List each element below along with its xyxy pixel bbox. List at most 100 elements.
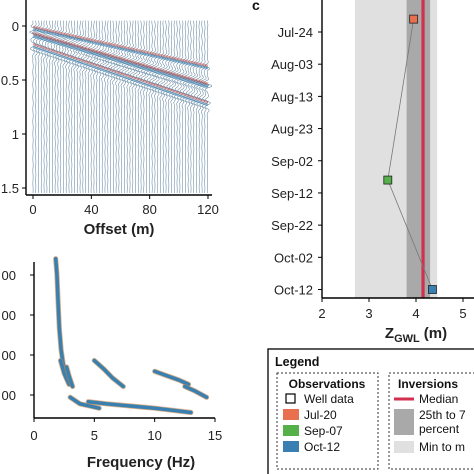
well-point: [428, 285, 437, 294]
legend-inversions-title: Inversions: [398, 377, 458, 391]
gwl-x-ticks: 2 3 4 5: [318, 298, 467, 321]
seismic-trace: [104, 20, 113, 193]
dispersion-y-tick-label: 00: [2, 308, 16, 323]
dispersion-curve: [58, 358, 71, 386]
seismic-trace: [201, 20, 210, 193]
seismic-x-ticks: 0 40 80 120: [29, 195, 219, 217]
seismic-trace: [29, 20, 37, 193]
panel-dispersion: 0 5 10 15 00 00 00 00 Frequency (Hz): [2, 256, 222, 471]
dispersion-y-tick-label: 00: [2, 348, 16, 363]
inversion-bands: [354, 0, 438, 298]
legend-label: Jul-20: [304, 408, 337, 422]
seismic-trace: [54, 20, 63, 193]
seismic-trace: [99, 20, 107, 193]
dispersion-x-tick-label: 15: [208, 428, 222, 443]
seismic-x-tick-label: 0: [29, 202, 36, 217]
legend-frame: [267, 348, 474, 474]
legend-label: Min to m: [419, 440, 465, 454]
dispersion-curve: [86, 400, 193, 415]
legend-observations-box: [276, 372, 379, 470]
dispersion-x-tick-label: 10: [147, 428, 161, 443]
seismic-y-tick-label: 1: [12, 127, 19, 142]
seismic-trace: [195, 20, 204, 193]
legend-label-line2: percent: [419, 422, 460, 436]
legend-swatch: [394, 409, 414, 435]
gwl-y-tick-label: Aug-13: [271, 89, 313, 104]
gwl-y-tick-label: Aug-23: [271, 122, 313, 137]
seismic-trace: [173, 20, 182, 193]
gwl-y-tick-label: Sep-12: [271, 186, 313, 201]
well-point: [409, 14, 419, 24]
legend-swatch: [283, 441, 299, 452]
dispersion-curve: [64, 365, 75, 389]
seismic-trace: [96, 20, 104, 193]
seismic-trace: [140, 20, 149, 193]
panel-label: c: [252, 0, 260, 13]
legend-swatch: [394, 441, 414, 453]
seismic-event-surface-wave-2: [32, 45, 209, 107]
gwl-y-tick-label: Aug-03: [271, 57, 313, 72]
gwl-x-tick-label: 2: [318, 306, 325, 321]
seismic-x-tick-label: 40: [84, 202, 98, 217]
seismic-trace: [154, 20, 163, 193]
seismic-trace: [157, 20, 165, 193]
gwl-y-tick-label: Oct-12: [274, 283, 313, 298]
seismic-trace: [162, 20, 171, 193]
p25-p75-band: [406, 0, 431, 298]
seismic-trace: [31, 20, 41, 193]
seismic-event-surface-wave-2: [32, 43, 209, 104]
dispersion-y-tick-label: 00: [2, 268, 16, 283]
seismic-trace: [51, 20, 60, 193]
legend-observations-title: Observations: [289, 377, 366, 391]
gwl-y-tick-label: Jul-24: [278, 25, 313, 40]
dispersion-x-tick-label: 0: [30, 428, 37, 443]
dispersion-curve: [183, 384, 209, 399]
seismic-trace: [151, 20, 160, 193]
gwl-y-ticks: Jul-24 Aug-03 Aug-13 Aug-23 Sep-02 Sep-12 Sep-…: [271, 25, 322, 298]
dispersion-curve: [92, 358, 125, 389]
seismic-y-ticks: 0 0.5 1 1.5: [1, 19, 26, 196]
seismic-trace: [59, 20, 68, 193]
seismic-trace: [107, 20, 115, 193]
dispersion-x-label: Frequency (Hz): [87, 454, 195, 471]
dispersion-curves: [53, 256, 210, 416]
seismic-trace: [57, 20, 65, 193]
seismic-event-direct: [32, 28, 209, 70]
seismic-trace: [168, 20, 176, 193]
gwl-y-tick-label: Oct-02: [274, 250, 313, 265]
seismic-trace: [187, 20, 196, 193]
seismic-trace: [190, 20, 198, 193]
dispersion-x-tick-label: 5: [91, 428, 98, 443]
seismic-trace: [176, 20, 185, 193]
dispersion-curve: [153, 369, 191, 386]
seismic-trace: [170, 20, 179, 193]
seismic-trace: [184, 20, 193, 193]
gwl-y-tick-label: Sep-02: [271, 154, 313, 169]
gwl-x-tick-label: 3: [365, 306, 372, 321]
legend-label: Sep-07: [304, 424, 343, 438]
gwl-x-label-main: Z: [385, 325, 394, 342]
dispersion-y-tick-label: 00: [2, 388, 16, 403]
dispersion-y-ticks: 00 00 00 00: [2, 268, 34, 403]
seismic-trace: [165, 20, 174, 193]
legend-title: Legend: [275, 355, 319, 369]
legend-label: Oct-12: [304, 440, 340, 454]
legend: Legend Observations Well data Jul-20 Sep-0…: [267, 348, 474, 474]
seismic-event-surface-wave: [32, 34, 209, 89]
legend-inversions-box: [388, 372, 474, 470]
legend-label: Well data: [304, 392, 354, 406]
seismic-trace: [159, 20, 168, 193]
seismic-trace: [62, 20, 71, 193]
seismic-trace: [192, 20, 202, 193]
dispersion-x-ticks: 0 5 10 15: [30, 418, 222, 443]
seismic-traces: [29, 20, 212, 193]
legend-observations-items: Well data Jul-20 Sep-07 Oct-12: [283, 392, 354, 454]
seismic-trace: [134, 20, 143, 193]
legend-label: Median: [419, 392, 458, 406]
seismic-x-label: Offset (m): [84, 221, 155, 238]
panel-seismic: 0 40 80 120 0 0.5 1 1.5 Offset (m): [1, 0, 219, 238]
seismic-trace: [123, 20, 132, 193]
well-point: [383, 175, 393, 185]
